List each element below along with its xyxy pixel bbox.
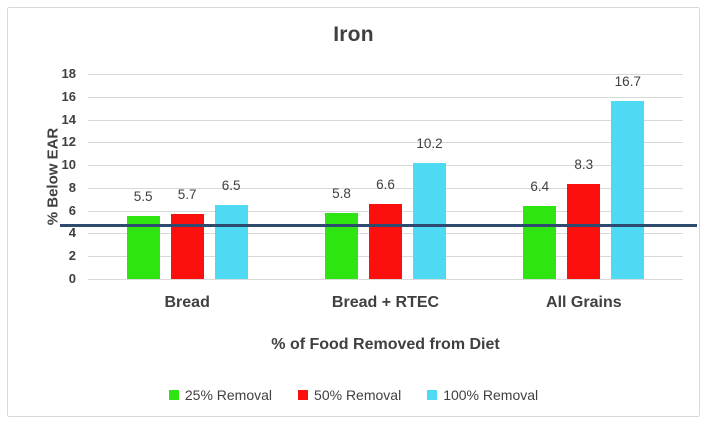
legend-marker-green — [168, 390, 179, 400]
y-tick-label: 12 — [61, 134, 76, 150]
y-tick-label: 10 — [61, 157, 76, 173]
legend-item: 100% Removal — [427, 387, 538, 403]
bar-value-label: 10.2 — [416, 135, 443, 151]
legend-label: 25% Removal — [184, 387, 273, 403]
x-axis-category-labels: Bread Bread + RTEC All Grains — [88, 294, 683, 312]
bar-group: 5.8 6.6 10.2 — [286, 74, 484, 279]
bar — [523, 206, 557, 279]
y-tick-label: 8 — [68, 179, 76, 195]
bar-value-label: 6.4 — [530, 179, 550, 195]
category-label: Bread + RTEC — [331, 294, 440, 311]
bar — [567, 184, 601, 279]
bar — [412, 162, 446, 279]
bar-value-label: 8.3 — [574, 157, 594, 173]
bar-wrap: 10.2 — [412, 74, 446, 279]
reference-line — [60, 223, 697, 227]
bar-value-label: 5.8 — [332, 185, 351, 201]
legend-marker-red — [298, 390, 309, 400]
bar-groups: 5.5 5.7 6.5 5.8 6.6 10.2 6.4 8.3 16.7 — [88, 74, 683, 279]
bar-value-label: 16.7 — [614, 74, 641, 89]
bar-wrap: 16.7 — [611, 74, 645, 279]
x-axis-title: % of Food Removed from Diet — [271, 336, 500, 353]
gridline — [88, 96, 683, 98]
gridline — [88, 279, 683, 280]
legend-item: 50% Removal — [298, 387, 401, 403]
bar-group: 5.5 5.7 6.5 — [88, 74, 286, 279]
gridline — [88, 187, 683, 189]
gridline — [88, 119, 683, 121]
legend-label: 100% Removal — [443, 387, 539, 403]
gridline — [88, 142, 683, 144]
y-tick-label: 4 — [68, 225, 76, 241]
plot-area: 5.5 5.7 6.5 5.8 6.6 10.2 6.4 8.3 16.7 — [88, 74, 683, 280]
y-tick-label: 16 — [61, 88, 76, 104]
bar-value-label: 6.5 — [221, 177, 241, 193]
chart-title: Iron — [333, 23, 374, 46]
bar-wrap: 6.4 — [523, 74, 557, 279]
legend: 25% Removal 50% Removal 100% Removal — [0, 387, 707, 403]
bar — [611, 101, 645, 279]
bar-wrap: 5.7 — [170, 74, 204, 279]
y-axis-tick-labels: 0 2 4 6 8 10 12 14 16 18 — [36, 66, 76, 286]
category-label: All Grains — [546, 294, 622, 311]
y-tick-label: 0 — [68, 271, 76, 286]
legend-item: 25% Removal — [168, 387, 273, 403]
gridline — [88, 74, 683, 75]
bar-wrap: 8.3 — [567, 74, 601, 279]
y-tick-label: 18 — [61, 66, 76, 81]
y-tick-label: 2 — [68, 248, 76, 264]
bar-value-label: 6.6 — [376, 176, 395, 192]
y-tick-label: 6 — [68, 202, 76, 218]
bar-wrap: 6.6 — [368, 74, 402, 279]
category-label: Bread — [164, 294, 210, 311]
gridline — [88, 165, 683, 167]
bar-wrap: 5.5 — [126, 74, 160, 279]
bar-group: 6.4 8.3 16.7 — [485, 74, 683, 279]
bar-wrap: 6.5 — [214, 74, 248, 279]
legend-marker-cyan — [427, 390, 438, 400]
bar-value-label: 5.5 — [133, 189, 153, 205]
bar — [368, 203, 402, 279]
bar — [214, 204, 248, 279]
y-tick-label: 14 — [61, 111, 76, 127]
bar — [324, 212, 358, 279]
legend-label: 50% Removal — [314, 387, 402, 403]
bar-value-label: 5.7 — [177, 187, 197, 203]
bar-wrap: 5.8 — [324, 74, 358, 279]
